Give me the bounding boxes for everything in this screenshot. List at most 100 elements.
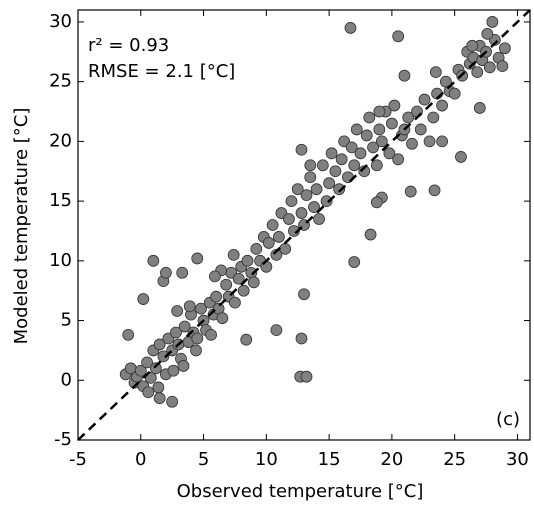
point bbox=[375, 135, 388, 148]
point bbox=[220, 278, 233, 291]
annotation: r² = 0.93 bbox=[88, 35, 169, 56]
point bbox=[153, 392, 166, 405]
point bbox=[373, 105, 386, 118]
x-tick-label: 20 bbox=[380, 449, 403, 470]
point bbox=[216, 312, 229, 325]
point bbox=[364, 228, 377, 241]
point bbox=[210, 290, 223, 303]
x-tick-label: 0 bbox=[135, 449, 146, 470]
point bbox=[153, 338, 166, 351]
point bbox=[137, 293, 150, 305]
point bbox=[333, 183, 346, 196]
point bbox=[195, 302, 207, 315]
point bbox=[122, 328, 135, 341]
point bbox=[300, 370, 313, 383]
point bbox=[152, 381, 165, 394]
point bbox=[227, 248, 240, 261]
y-tick-label: 25 bbox=[49, 71, 72, 92]
point bbox=[298, 288, 310, 301]
y-tick-label: 5 bbox=[61, 310, 72, 331]
point bbox=[272, 231, 285, 243]
point bbox=[300, 189, 313, 202]
point bbox=[496, 60, 509, 73]
point bbox=[455, 151, 467, 163]
point bbox=[323, 177, 336, 190]
x-tick-label: 10 bbox=[255, 449, 278, 470]
point bbox=[149, 362, 162, 375]
point bbox=[159, 266, 172, 279]
point bbox=[229, 296, 241, 309]
point bbox=[313, 213, 325, 225]
panel-label: (c) bbox=[496, 409, 520, 430]
point bbox=[240, 333, 253, 346]
point bbox=[329, 165, 342, 178]
y-tick-label: 0 bbox=[61, 369, 72, 390]
y-axis-label: Modeled temperature [°C] bbox=[11, 108, 32, 345]
point bbox=[177, 360, 190, 372]
point bbox=[436, 99, 449, 112]
y-tick-label: 30 bbox=[49, 11, 72, 32]
point bbox=[473, 102, 486, 114]
point bbox=[232, 272, 245, 285]
point bbox=[466, 39, 479, 52]
point bbox=[304, 171, 317, 184]
point bbox=[414, 123, 427, 136]
x-tick-label: 15 bbox=[318, 449, 341, 470]
point bbox=[358, 165, 371, 178]
point bbox=[363, 111, 376, 124]
point bbox=[436, 135, 449, 148]
point bbox=[304, 159, 317, 172]
x-tick-label: -5 bbox=[69, 449, 87, 470]
point bbox=[350, 123, 363, 136]
point bbox=[266, 219, 279, 231]
point bbox=[348, 159, 361, 172]
point bbox=[406, 137, 418, 150]
point bbox=[423, 135, 436, 148]
point bbox=[427, 111, 440, 124]
point bbox=[142, 386, 155, 399]
point bbox=[147, 254, 160, 267]
point bbox=[157, 350, 170, 363]
point bbox=[295, 207, 308, 219]
x-tick-label: 25 bbox=[443, 449, 466, 470]
point bbox=[134, 364, 147, 377]
point bbox=[262, 237, 275, 249]
point bbox=[398, 69, 411, 82]
point bbox=[295, 143, 308, 156]
annotation: RMSE = 2.1 [°C] bbox=[88, 61, 235, 82]
point bbox=[310, 183, 323, 196]
y-tick-label: 10 bbox=[49, 250, 72, 271]
point bbox=[370, 196, 383, 209]
point bbox=[283, 213, 295, 225]
point bbox=[345, 141, 358, 154]
point bbox=[316, 159, 329, 172]
point bbox=[166, 395, 179, 408]
point bbox=[320, 195, 333, 208]
point bbox=[170, 326, 182, 339]
point bbox=[208, 270, 221, 283]
point bbox=[295, 332, 308, 345]
y-tick-label: 20 bbox=[49, 130, 72, 151]
point bbox=[205, 328, 217, 341]
point bbox=[176, 266, 189, 279]
point bbox=[144, 371, 157, 384]
point bbox=[354, 147, 367, 160]
point bbox=[191, 252, 204, 265]
point bbox=[141, 356, 153, 369]
x-tick-label: 5 bbox=[198, 449, 209, 470]
point bbox=[191, 332, 204, 345]
point bbox=[270, 324, 283, 337]
point bbox=[279, 242, 292, 255]
point bbox=[481, 27, 494, 40]
point bbox=[167, 364, 180, 377]
point bbox=[360, 129, 373, 142]
y-tick-label: -5 bbox=[54, 429, 72, 450]
point bbox=[404, 185, 417, 198]
point bbox=[247, 276, 260, 289]
plot-frame bbox=[77, 9, 531, 441]
point bbox=[291, 183, 304, 196]
point bbox=[392, 30, 405, 43]
point bbox=[498, 42, 511, 55]
point bbox=[428, 184, 441, 197]
